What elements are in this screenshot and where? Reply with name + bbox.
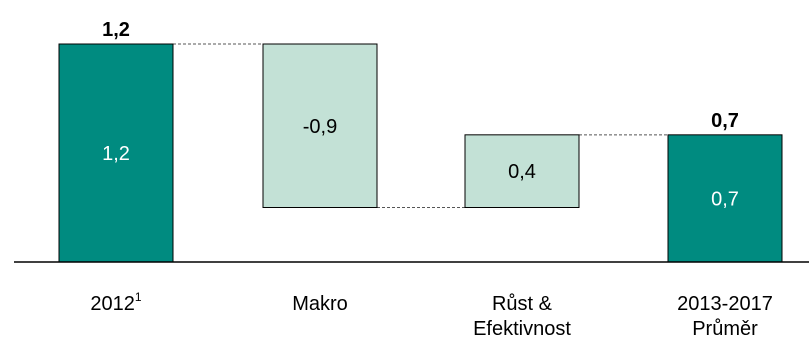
category-label-line: Efektivnost <box>473 318 571 340</box>
bar-3 <box>464 134 580 208</box>
category-label-line: Průměr <box>692 318 758 340</box>
connector-lines <box>173 43 668 208</box>
category-label-line: Makro <box>292 293 348 315</box>
category-label-1: 20121 <box>90 290 142 315</box>
category-label-line: Růst & <box>492 293 553 315</box>
bar-1-total-label: 1,2 <box>102 19 130 41</box>
labels-group: 1,2 1,2 -0,9 0,4 0,7 0,7 20121 Makro Růst & Efekt… <box>90 19 772 340</box>
bar-3-value-label: 0,4 <box>508 161 536 183</box>
category-label-2: Makro <box>292 293 348 315</box>
bar-4-total-label: 0,7 <box>711 110 739 132</box>
category-label-line: 2013-2017 <box>677 293 773 315</box>
category-label-3: Růst & Efektivnost <box>473 293 571 340</box>
category-label-line: 2012 <box>90 293 135 315</box>
bar-4 <box>667 134 783 263</box>
bar-2-value-label: -0,9 <box>303 116 337 138</box>
bars-group <box>58 43 783 263</box>
bar-2 <box>262 43 378 208</box>
bar-1-value-label: 1,2 <box>102 143 130 165</box>
category-label-4: 2013-2017 Průměr <box>677 293 773 340</box>
footnote-superscript: 1 <box>135 290 142 304</box>
bar-4-value-label: 0,7 <box>711 188 739 210</box>
